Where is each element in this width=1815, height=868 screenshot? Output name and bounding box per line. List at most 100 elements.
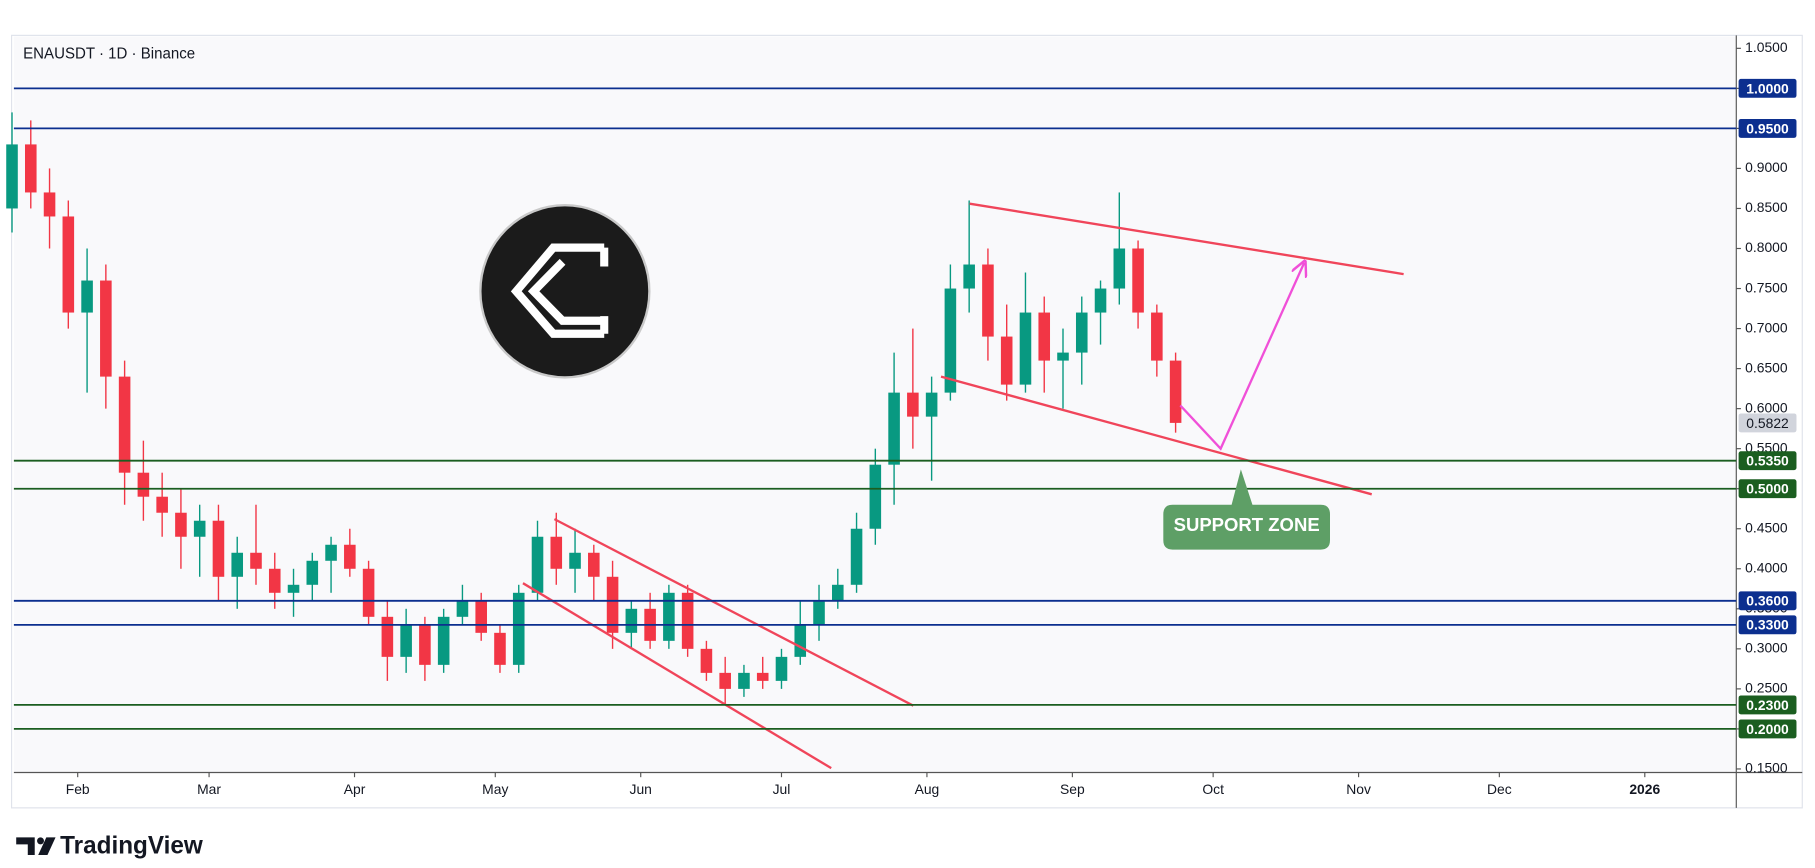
callout-box — [1163, 469, 1330, 550]
level-badge-label: 0.3300 — [1746, 617, 1789, 633]
candle-body — [456, 600, 469, 617]
candle-body — [869, 464, 882, 529]
brand-logo — [16, 837, 56, 856]
candle-body — [268, 568, 281, 593]
x-tick-label: Oct — [1202, 781, 1224, 797]
candle-body — [175, 512, 187, 537]
level-badge-label: 0.5350 — [1746, 452, 1789, 468]
y-tick-label: 0.7000 — [1745, 319, 1788, 335]
candle-body — [62, 216, 75, 313]
candle-body — [550, 536, 563, 569]
candle-body — [1000, 336, 1013, 385]
x-tick-label: Feb — [66, 781, 90, 797]
candle-body — [1151, 312, 1163, 361]
y-tick-label: 0.6500 — [1745, 359, 1788, 375]
candle-body — [24, 144, 37, 193]
candle-body — [212, 520, 225, 577]
level-badge-label: 0.2000 — [1746, 721, 1789, 737]
candle-body — [118, 376, 131, 473]
candle-body — [588, 552, 600, 577]
x-tick-label: Jul — [773, 781, 791, 797]
candle-body — [325, 544, 337, 561]
candle-body — [156, 496, 168, 513]
candle-body — [419, 624, 431, 665]
candle-body — [287, 584, 300, 593]
level-badge-label: 0.3600 — [1746, 593, 1789, 609]
candle-body — [719, 672, 731, 689]
trendline — [940, 375, 1373, 496]
x-tick-label: Nov — [1346, 781, 1371, 797]
candle-body — [193, 520, 206, 537]
callout-text: SUPPORT ZONE — [1174, 514, 1320, 535]
candle-body — [681, 592, 694, 649]
logo — [479, 204, 651, 379]
y-tick-label: 0.8000 — [1745, 239, 1788, 255]
y-tick-label: 0.8500 — [1745, 199, 1788, 215]
x-tick-label: May — [482, 781, 508, 797]
level-badge-label: 0.5000 — [1746, 481, 1789, 497]
level-badge — [1738, 479, 1797, 499]
candle-body — [100, 280, 112, 377]
candle-body — [832, 584, 844, 601]
level-badge-label: 0.2300 — [1746, 697, 1789, 713]
y-tick-label: 1.0500 — [1745, 39, 1788, 55]
level-badge-label: 0.9500 — [1746, 120, 1789, 136]
candle-body — [6, 144, 18, 209]
candle-body — [625, 608, 638, 633]
candle-body — [1169, 360, 1182, 423]
candle-body — [850, 528, 863, 585]
level-badge — [1738, 719, 1797, 739]
candle-body — [437, 616, 450, 665]
brand: TradingView — [60, 832, 204, 859]
candle-body — [400, 624, 412, 657]
x-tick-label: Mar — [197, 781, 221, 797]
x-tick-label: 2026 — [1629, 781, 1660, 797]
y-tick-label: 0.9000 — [1745, 159, 1788, 175]
candle-body — [250, 552, 262, 569]
candle-body — [794, 624, 807, 657]
trendline — [553, 518, 914, 707]
candle-body — [663, 592, 675, 641]
candle-body — [606, 576, 619, 633]
candle-body — [43, 192, 56, 217]
candle-body — [512, 592, 525, 665]
candle-body — [1019, 312, 1032, 385]
candle-body — [81, 280, 93, 313]
y-tick-label: 0.6000 — [1745, 399, 1788, 415]
last-price-label: 0.5822 — [1746, 415, 1789, 431]
candle-body — [494, 632, 506, 665]
y-tick-label: 0.1500 — [1745, 760, 1788, 776]
candle-body — [813, 600, 825, 625]
candle-body — [944, 288, 957, 393]
level-badge — [1738, 118, 1797, 138]
candle-body — [531, 536, 544, 593]
candle-body — [381, 616, 394, 657]
candle-body — [569, 552, 581, 569]
level-badge — [1738, 695, 1797, 715]
x-tick-label: Apr — [344, 781, 366, 797]
candle-body — [700, 648, 713, 673]
candle-body — [925, 392, 938, 417]
level-badge — [1738, 615, 1797, 635]
x-tick-label: Dec — [1487, 781, 1512, 797]
candle-body — [1057, 352, 1069, 361]
x-tick-label: Jun — [630, 781, 652, 797]
candle-body — [306, 560, 319, 585]
candle-body — [1038, 312, 1051, 361]
level-badge — [1738, 78, 1797, 98]
last-price-badge — [1738, 413, 1797, 433]
y-tick-label: 0.3000 — [1745, 639, 1788, 655]
candle-body — [1094, 288, 1107, 313]
candle-body — [344, 544, 356, 569]
candle-body — [888, 392, 900, 465]
y-tick-label: 0.4000 — [1745, 559, 1788, 575]
candle-body — [982, 264, 994, 337]
chart-title: ENAUSDT · 1D · Binance — [23, 45, 195, 62]
candle-body — [756, 672, 769, 681]
y-tick-label: 0.2500 — [1745, 679, 1788, 695]
candle-body — [362, 568, 375, 617]
level-badge — [1738, 451, 1797, 471]
y-tick-label: 0.4500 — [1745, 519, 1788, 535]
candle-body — [1113, 248, 1126, 289]
